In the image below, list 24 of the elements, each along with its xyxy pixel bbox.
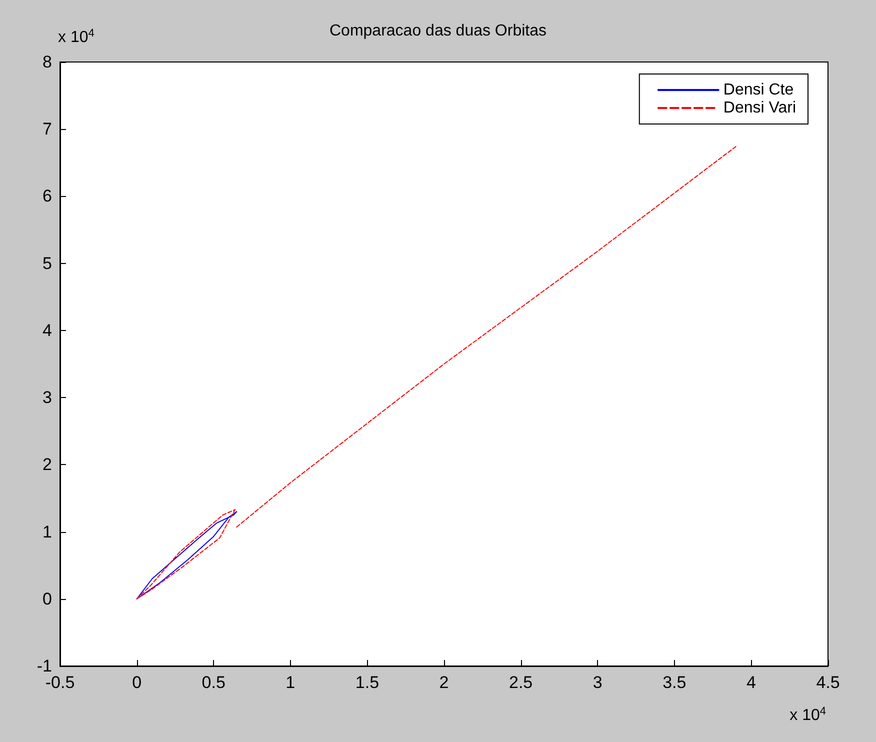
x-tick-label: 3: [592, 673, 602, 692]
x-tick-label: 1: [286, 673, 296, 692]
y-tick-label: 2: [42, 455, 52, 474]
x-tick-label: 2.5: [508, 673, 533, 692]
x-tick-label: 0.5: [202, 673, 226, 692]
y-tick-label: 1: [42, 522, 52, 542]
legend-label: Densi Cte: [723, 82, 794, 98]
y-tick-label: 7: [42, 120, 52, 139]
x-tick-label: 2: [439, 673, 449, 692]
y-tick-label: 8: [42, 52, 52, 72]
chart-title: Comparacao das duas Orbitas: [330, 22, 546, 40]
x-tick-label: 4.5: [816, 673, 840, 692]
legend-label: Densi Vari: [723, 100, 796, 116]
x-tick-label: 4: [746, 673, 756, 692]
x-tick-label: 0: [132, 673, 142, 692]
y-tick-label: 4: [42, 320, 52, 340]
x-tick-label: 1.5: [355, 673, 380, 692]
y-tick-label: 6: [42, 186, 52, 206]
y-tick-label: 5: [42, 254, 52, 273]
y-tick-label: 0: [42, 589, 52, 608]
x-tick-label: 3.5: [662, 673, 686, 692]
y-tick-label: 3: [42, 388, 52, 408]
y-tick-label: -1: [36, 656, 52, 676]
x-tick-label: -0.5: [45, 673, 75, 692]
